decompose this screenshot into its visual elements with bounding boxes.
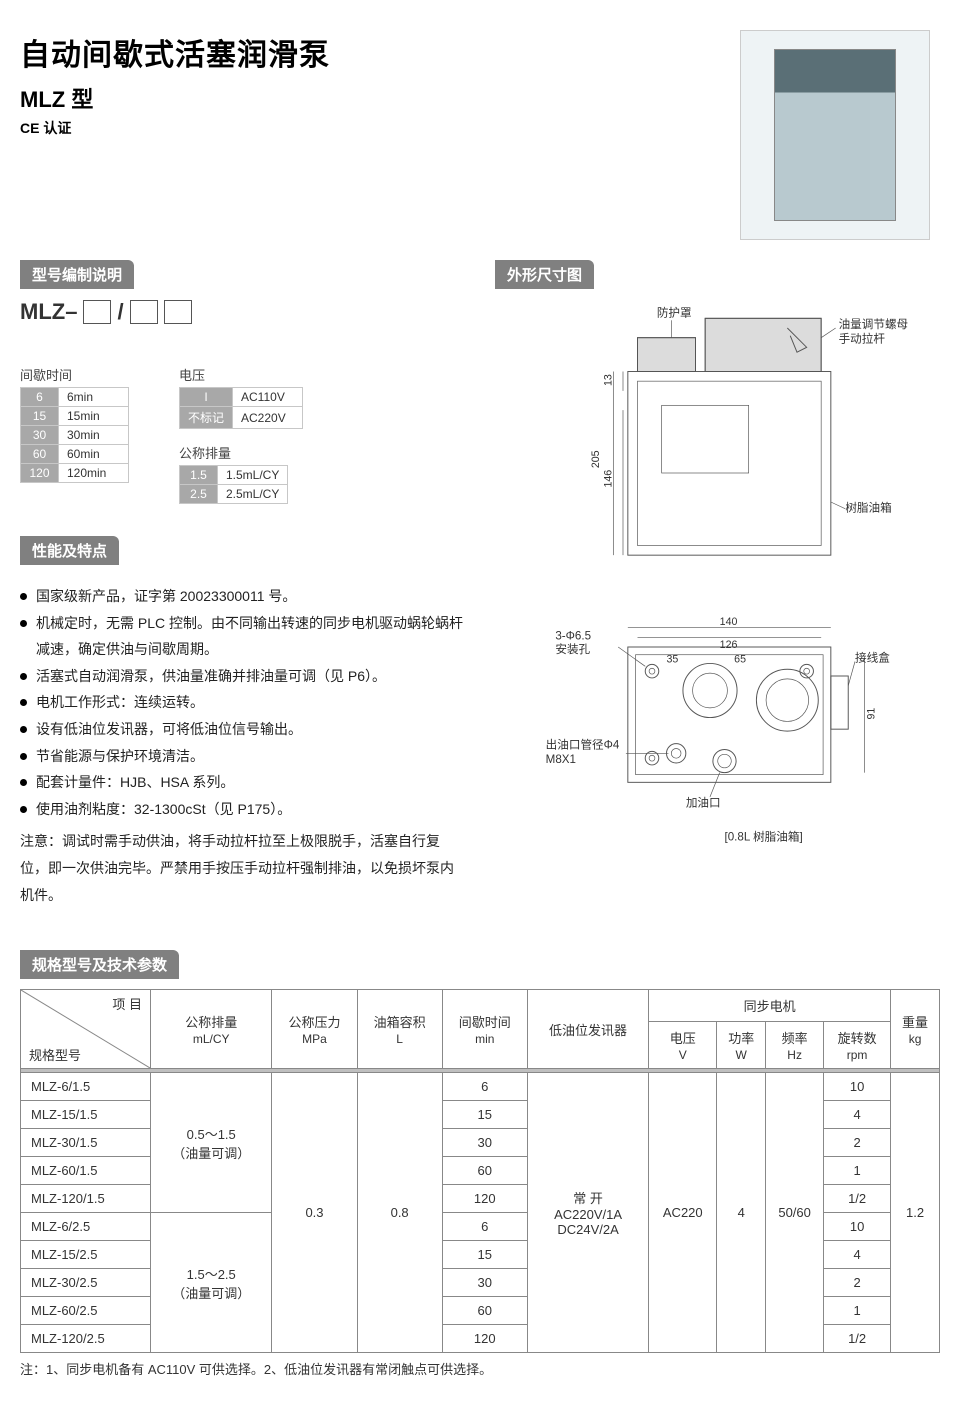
feature-item: 国家级新产品，证字第 20023300011 号。 (20, 583, 465, 610)
feature-item: 配套计量件：HJB、HSA 系列。 (20, 769, 465, 796)
feature-item: 节省能源与保护环境清洁。 (20, 743, 465, 770)
page-header: 自动间歇式活塞润滑泵 MLZ 型 CE 认证 (20, 30, 940, 240)
feature-item: 活塞式自动润滑泵，供油量准确并排油量可调（见 P6）。 (20, 663, 465, 690)
label-junction-box: 接线盒 (855, 651, 890, 665)
feature-item: 机械定时，无需 PLC 控制。由不同输出转速的同步电机驱动蜗轮蜗杆减速，确定供油… (20, 610, 465, 663)
dim-w-total: 140 (720, 616, 738, 628)
label-hand-lever: 手动拉杆 (839, 332, 886, 346)
page-title: 自动间歇式活塞润滑泵 (20, 30, 330, 74)
product-photo (740, 30, 930, 240)
feature-item: 电机工作形式：连续运转。 (20, 689, 465, 716)
dim-w-inner: 126 (720, 639, 738, 651)
title-block: 自动间歇式活塞润滑泵 MLZ 型 CE 认证 (20, 30, 330, 138)
model-name: MLZ 型 (20, 82, 330, 114)
features-list: 国家级新产品，证字第 20023300011 号。 机械定时，无需 PLC 控制… (20, 583, 465, 822)
dimension-drawings: 205 146 13 防护罩 油量调节螺母 手动拉杆 树脂油箱 (495, 299, 940, 884)
code-box-interval (83, 300, 111, 324)
code-box-displacement (130, 300, 158, 324)
coding-interval: 间歇时间 66min 1515min 3030min 6060min 12012… (20, 365, 129, 483)
label-mount-hole-sub: 安装孔 (555, 642, 590, 656)
features-note: 注意：调试时需手动供油，将手动拉杆拉至上极限脱手，活塞自行复位，即一次供油完毕。… (20, 828, 465, 908)
coding-displacement-label: 公称排量 (179, 443, 303, 462)
dim-h-tank: 146 (602, 470, 614, 488)
coding-voltage: 电压 IAC110V 不标记AC220V (179, 365, 303, 429)
dim-w-left: 35 (667, 653, 679, 665)
spec-table: 项 目 规格型号 公称排量mL/CY 公称压力MPa 油箱容积L 间歇时间min… (20, 989, 940, 1353)
code-prefix: MLZ– (20, 299, 77, 325)
coding-displacement: 公称排量 1.51.5mL/CY 2.52.5mL/CY (179, 443, 303, 504)
label-tank: 树脂油箱 (845, 501, 891, 515)
section-coding-title: 型号编制说明 (20, 260, 134, 289)
cert-label: CE 认证 (20, 118, 330, 138)
label-mount-hole: 3-Φ6.5 (555, 629, 591, 642)
dim-top-gap: 13 (602, 374, 614, 386)
label-cover: 防护罩 (657, 305, 692, 319)
code-box-voltage (164, 300, 192, 324)
feature-item: 设有低油位发讯器，可将低油位信号输出。 (20, 716, 465, 743)
section-spec-title: 规格型号及技术参数 (20, 950, 179, 979)
code-slash: / (117, 299, 123, 325)
feature-item: 使用油剂粘度：32-1300cSt（见 P175）。 (20, 796, 465, 823)
label-fill-port: 加油口 (686, 796, 721, 810)
dimension-caption: [0.8L 树脂油箱] (725, 829, 803, 843)
dim-h-total: 205 (590, 450, 602, 468)
th-diag-top: 项 目 (112, 994, 142, 1013)
dim-w-right: 65 (734, 653, 746, 665)
label-adjust-nut: 油量调节螺母 (839, 317, 909, 331)
model-code-pattern: MLZ– / (20, 299, 465, 325)
th-diag-bottom: 规格型号 (29, 1045, 81, 1064)
coding-voltage-label: 电压 (179, 365, 303, 384)
spec-footnote: 注：1、同步电机备有 AC110V 可供选择。2、低油位发讯器有常闭触点可供选择… (20, 1359, 940, 1378)
coding-interval-label: 间歇时间 (20, 365, 129, 384)
label-outlet: 出油口管径Φ4 (546, 738, 620, 752)
section-features-title: 性能及特点 (20, 536, 119, 565)
dim-h-bottom: 91 (865, 708, 877, 720)
section-dimensions-title: 外形尺寸图 (495, 260, 594, 289)
label-outlet-thread: M8X1 (546, 753, 576, 766)
